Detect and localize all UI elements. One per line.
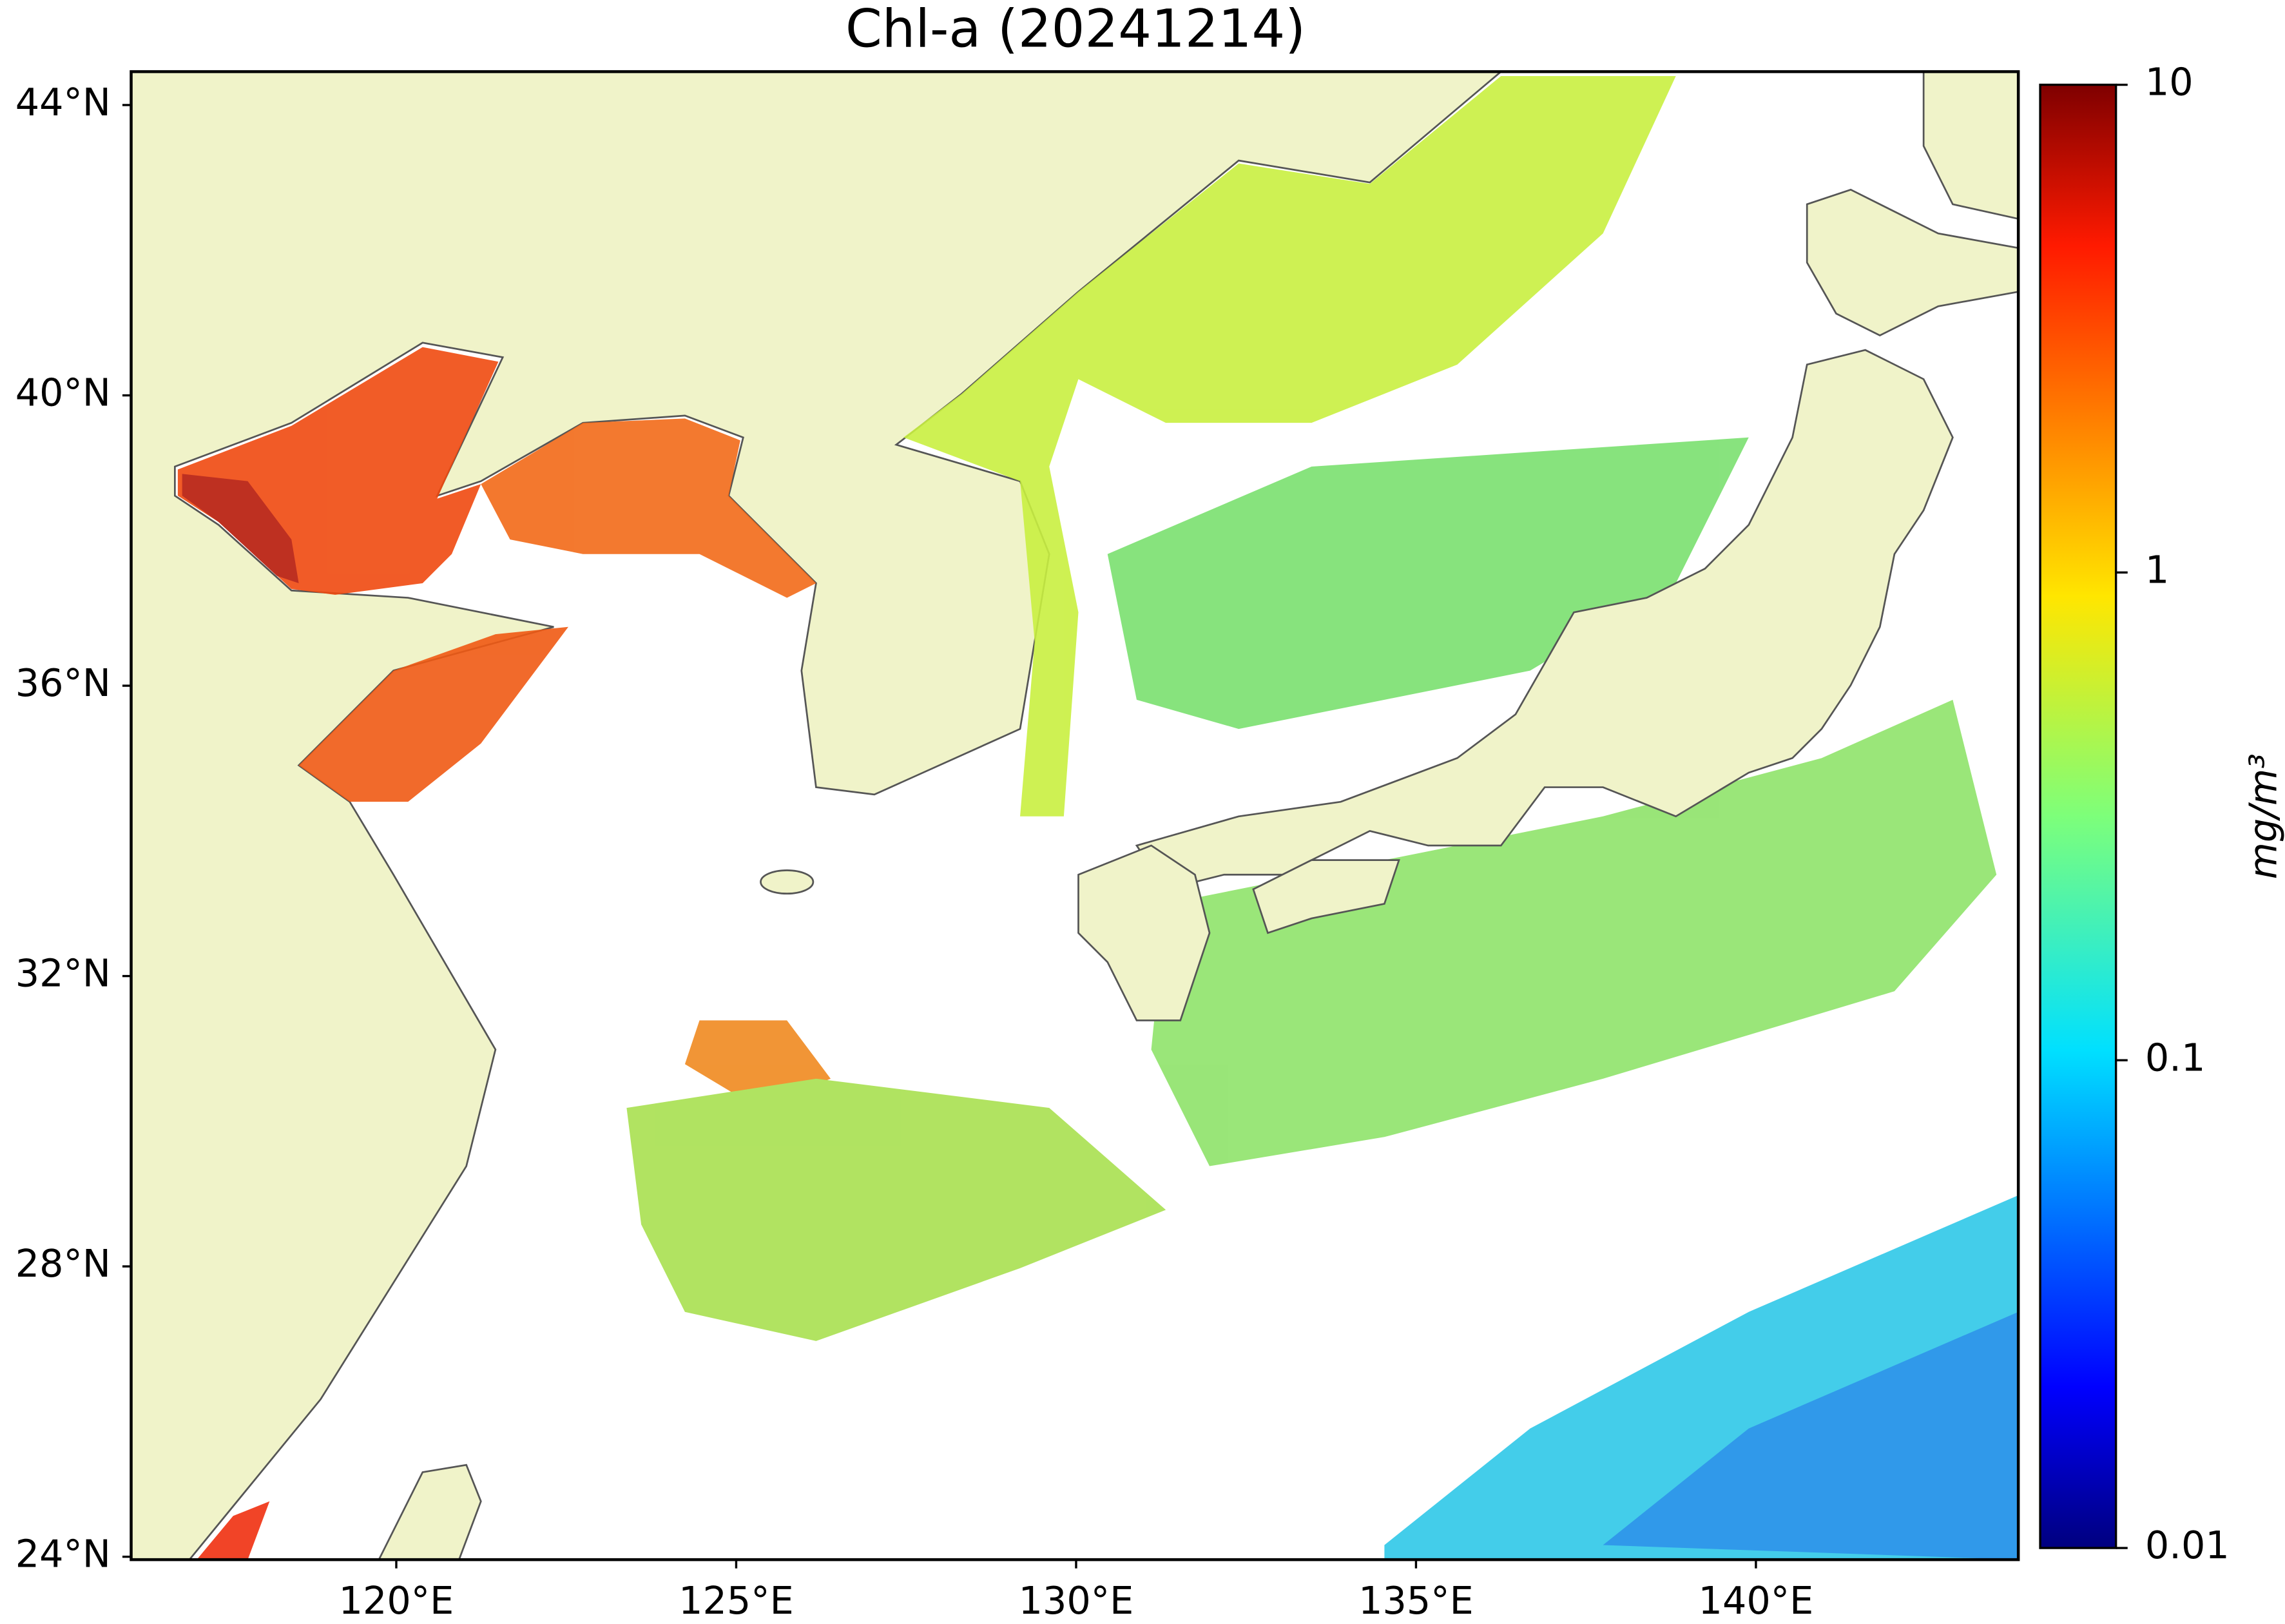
land-jeju — [760, 869, 815, 894]
colorbar-tick-label: 0.01 — [2145, 1523, 2230, 1567]
land-sakhalin — [1922, 72, 2019, 220]
colorbar — [2039, 83, 2117, 1549]
japan-sea-north-field — [903, 75, 1676, 817]
chlorophyll-field — [177, 75, 2019, 1560]
land-hokkaido — [1806, 188, 2019, 337]
colorbar-label: mg/m³ — [2241, 753, 2285, 879]
east-china-sea-field — [626, 1078, 1166, 1341]
pacific-coast-field — [1151, 699, 1997, 1166]
x-tick-label: 135°E — [1358, 1578, 1474, 1623]
y-tick-label: 40°N — [15, 371, 111, 415]
taiwan-strait-patch — [197, 1501, 270, 1560]
japan-sea-east-field — [1107, 437, 1749, 730]
x-tick-label: 130°E — [1019, 1578, 1134, 1623]
y-tick-label: 24°N — [15, 1532, 111, 1576]
y-tick-label: 28°N — [15, 1241, 111, 1286]
y-tick-label: 32°N — [15, 951, 111, 996]
bohai-inner — [182, 474, 299, 583]
colorbar-tick-label: 1 — [2145, 547, 2169, 592]
map-frame — [130, 70, 2020, 1561]
southeast-deep-field — [1603, 1311, 2019, 1560]
colorbar-tick-label: 0.1 — [2145, 1035, 2205, 1079]
x-tick-label: 140°E — [1699, 1578, 1814, 1623]
chart-title: Chl-a (20241214) — [845, 0, 1306, 60]
colorbar-tick-label: 10 — [2145, 60, 2193, 104]
map — [131, 72, 2019, 1560]
x-tick-label: 125°E — [679, 1578, 794, 1623]
land-kyushu — [1077, 844, 1211, 1021]
y-tick-label: 36°N — [15, 661, 111, 705]
y-tick-label: 44°N — [15, 80, 111, 124]
north-yellow-sea-field — [481, 418, 816, 598]
shandong-field — [298, 626, 568, 802]
x-tick-label: 120°E — [339, 1578, 454, 1623]
land-honshu — [1135, 349, 1954, 891]
land-shikoku — [1252, 859, 1400, 934]
land-taiwan — [378, 1464, 482, 1560]
